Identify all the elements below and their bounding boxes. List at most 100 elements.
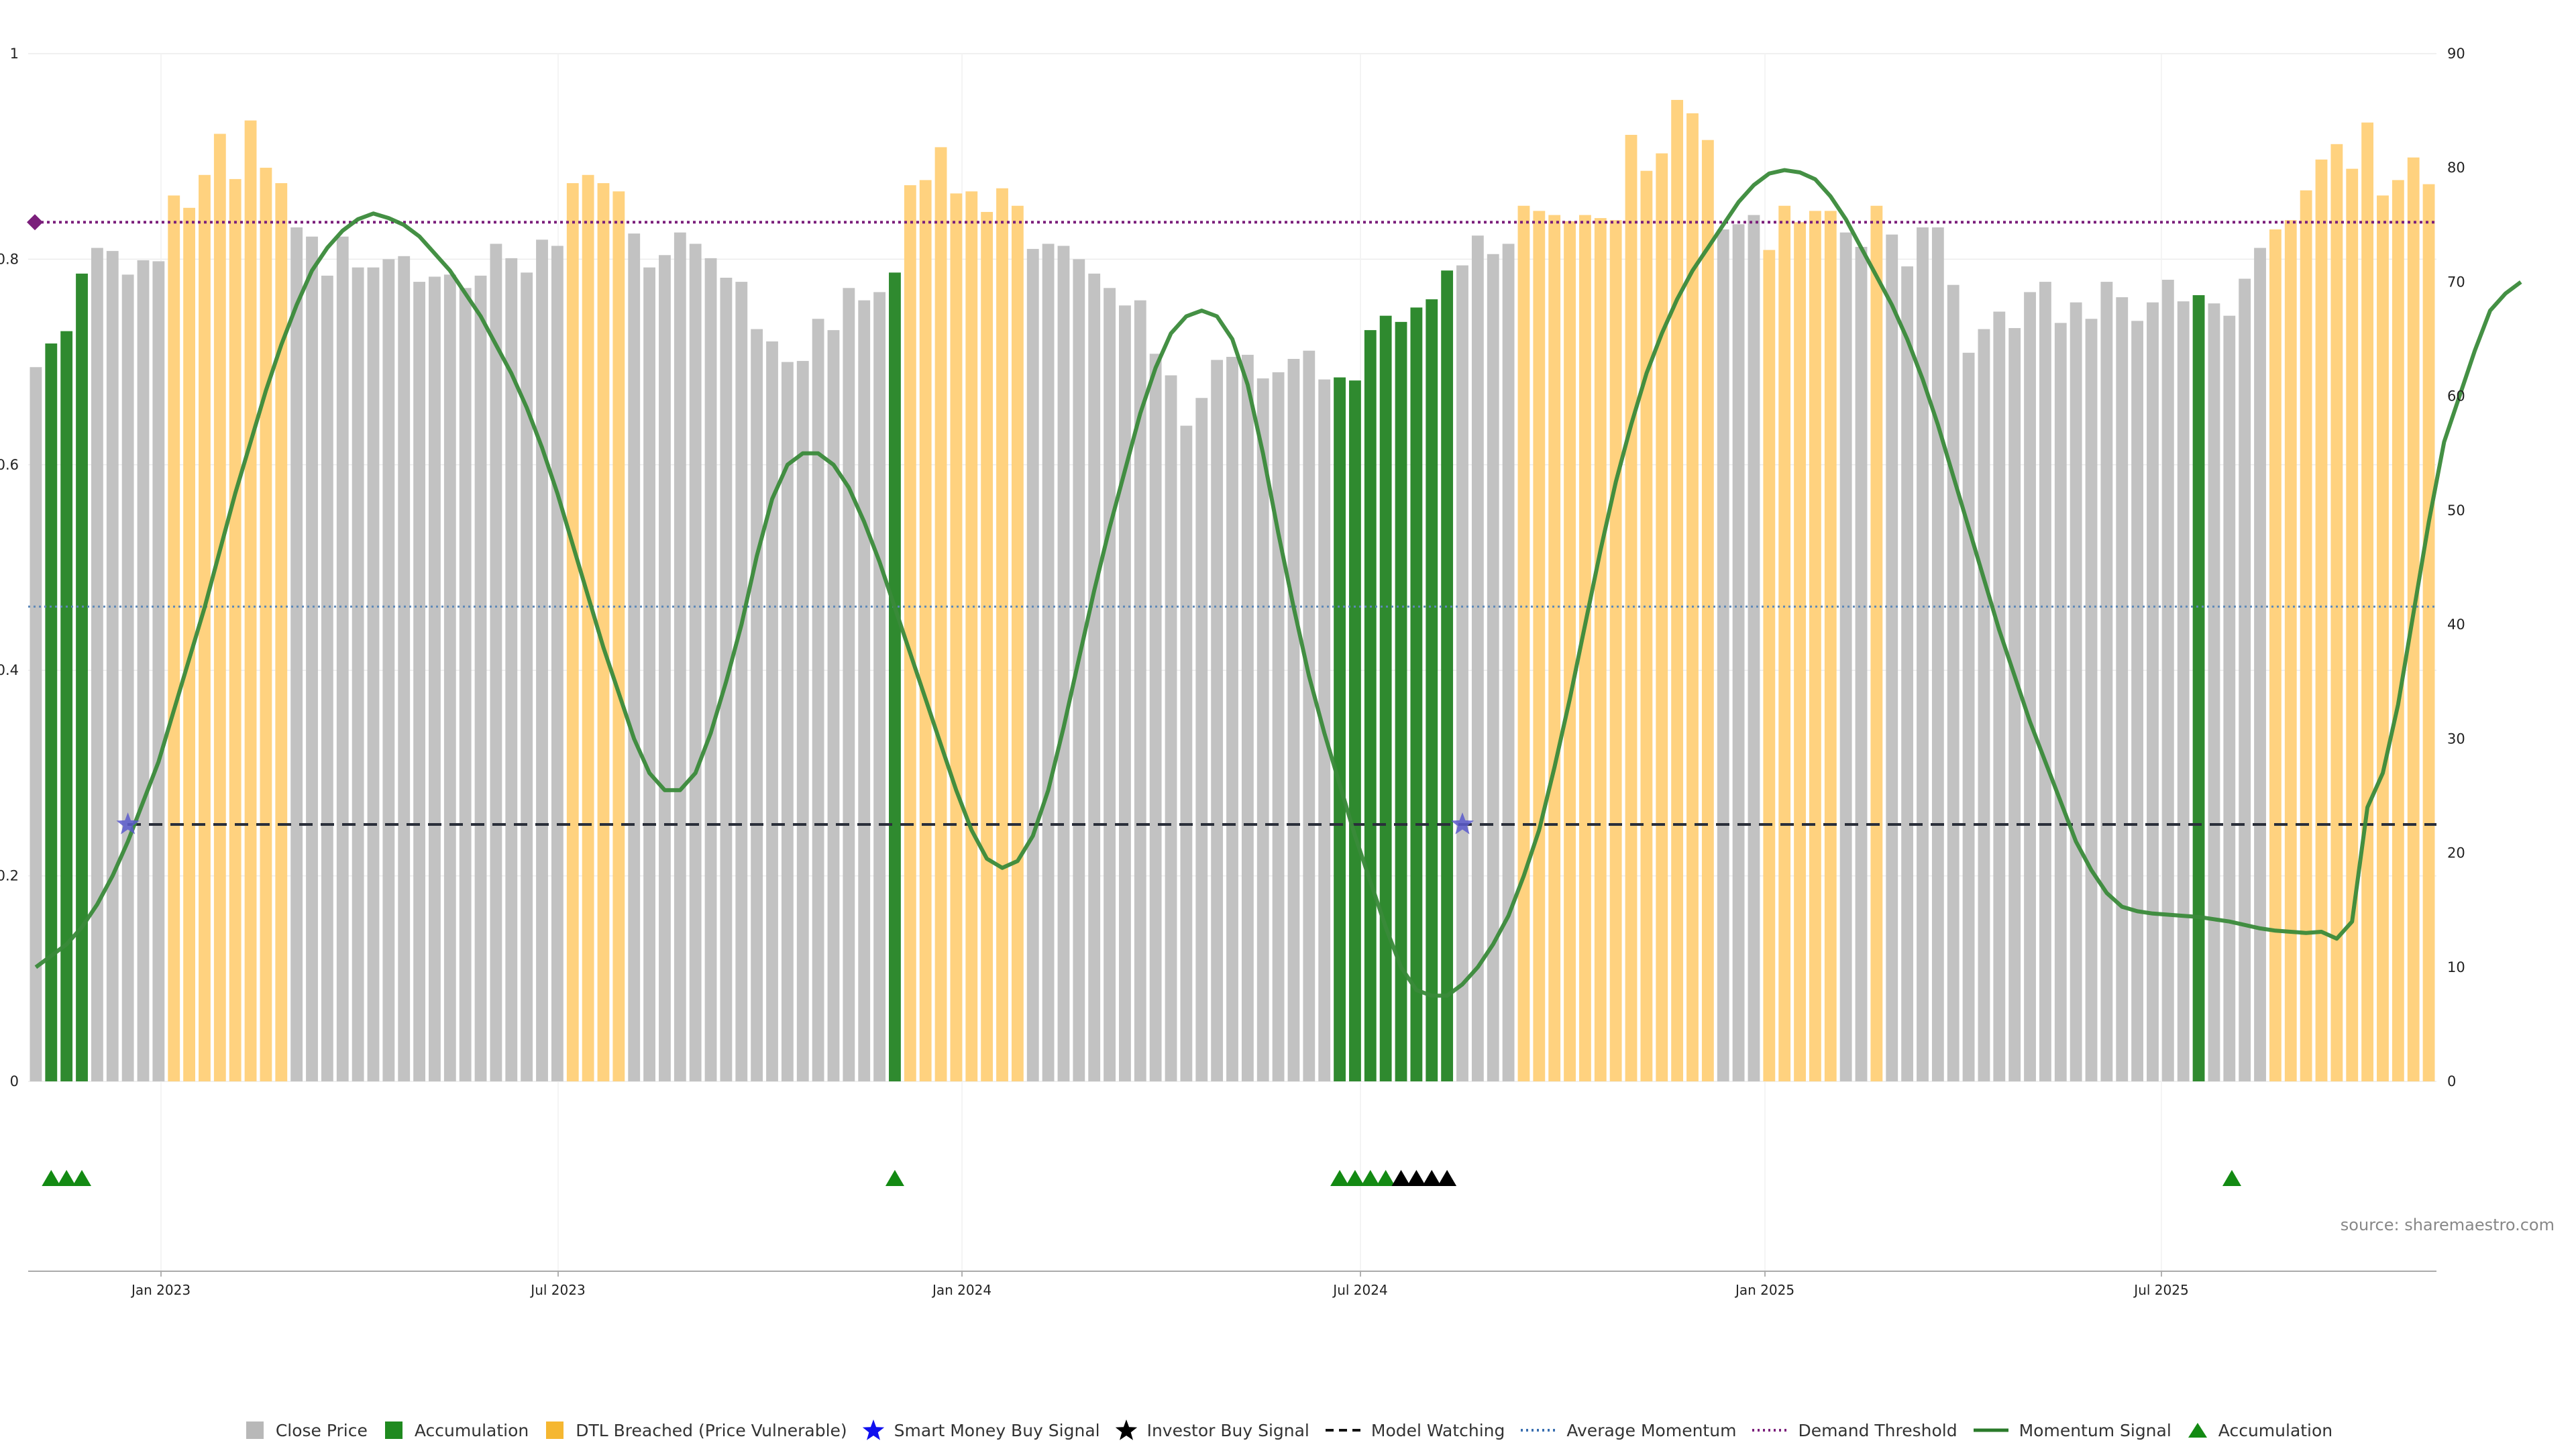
bar (1441, 270, 1454, 1082)
accumulation-marker (57, 1170, 76, 1186)
bar (1487, 254, 1499, 1081)
bar (1088, 273, 1101, 1081)
legend: Close Price Accumulation DTL Breached (Pri… (0, 1417, 2576, 1444)
bar (1226, 356, 1238, 1082)
bar (1794, 222, 1806, 1081)
bar (121, 274, 134, 1081)
bar (1579, 215, 1591, 1082)
bar (597, 183, 610, 1082)
legend-line-icon (1973, 1428, 2008, 1432)
bar (612, 191, 625, 1082)
reference-lines (27, 214, 2436, 826)
x-tick-label: Jul 2023 (529, 1282, 585, 1298)
legend-item: Model Watching (1324, 1419, 1505, 1442)
y-left-tick-label: 0.6 (0, 457, 19, 473)
accumulation-marker (1360, 1170, 1380, 1186)
bar (751, 329, 763, 1082)
bar (781, 362, 794, 1081)
bar (1686, 113, 1699, 1082)
y-right-tick-label: 80 (2447, 160, 2465, 176)
bar (505, 258, 518, 1081)
bar (244, 120, 257, 1082)
bar (2177, 301, 2190, 1081)
bar (2300, 190, 2312, 1082)
legend-label: Average Momentum (1566, 1420, 1737, 1440)
bar (1548, 215, 1561, 1082)
bar (1917, 227, 1929, 1082)
accumulation-marker (42, 1170, 61, 1186)
bar (490, 244, 502, 1081)
bar (1993, 311, 2006, 1082)
bar (1839, 232, 1852, 1081)
bar (1855, 247, 1868, 1081)
bar (1978, 329, 1990, 1082)
bar (443, 274, 456, 1081)
legend-star-icon (1115, 1419, 1137, 1440)
bar (689, 244, 702, 1081)
bar (551, 246, 564, 1081)
y-right-tick-label: 50 (2447, 502, 2465, 519)
bar (2054, 323, 2067, 1081)
legend-square-icon (384, 1421, 402, 1439)
momentum-signal-line (34, 168, 2522, 998)
legend-item: Accumulation (382, 1419, 529, 1442)
accumulation-marker (72, 1170, 92, 1186)
bar (1195, 398, 1208, 1081)
bar (2239, 278, 2251, 1081)
legend-dotted-icon (1521, 1429, 1556, 1432)
accumulation-marker (885, 1170, 904, 1186)
bar (60, 331, 73, 1081)
bar (1962, 352, 1975, 1081)
y-right-tick-label: 0 (2447, 1073, 2456, 1089)
legend-label: Demand Threshold (1798, 1420, 1957, 1440)
bar (1426, 299, 1438, 1082)
bar (1180, 425, 1193, 1081)
bar (2008, 328, 2021, 1082)
x-tick-label: Jul 2025 (2133, 1282, 2188, 1298)
accumulation-marker (2222, 1170, 2241, 1186)
bar (1564, 221, 1576, 1081)
bar (1609, 220, 1622, 1082)
x-tick-label: Jan 2025 (1734, 1282, 1794, 1298)
bar (1901, 266, 1914, 1081)
bar (229, 178, 241, 1081)
bar (981, 211, 994, 1082)
bar (919, 180, 932, 1081)
bar (2315, 159, 2328, 1081)
bar (459, 288, 472, 1081)
bar (735, 282, 748, 1081)
bar (1456, 265, 1468, 1081)
investor-buy-marker (1407, 1170, 1426, 1186)
bar (352, 267, 364, 1081)
bar (2330, 144, 2343, 1081)
bar (2100, 282, 2113, 1081)
bar (367, 267, 380, 1081)
bar (889, 272, 901, 1081)
bar (106, 251, 119, 1081)
bar (306, 236, 318, 1081)
bar (2147, 302, 2159, 1081)
bar (382, 259, 395, 1081)
y-left-tick-label: 0.8 (0, 251, 19, 267)
bar (199, 174, 211, 1081)
bar (1272, 372, 1285, 1082)
legend-dashed-icon (1325, 1429, 1360, 1432)
investor-buy-marker (1391, 1170, 1411, 1186)
bar (904, 185, 916, 1082)
x-tick-label: Jan 2024 (931, 1282, 991, 1298)
y-right-tick-label: 30 (2447, 731, 2465, 747)
bar (2116, 297, 2129, 1082)
bar (1947, 284, 1960, 1082)
investor-buy-marker (1438, 1170, 1457, 1186)
bar (2208, 303, 2220, 1081)
bar (1165, 375, 1177, 1081)
smart-money-buy-star (116, 812, 140, 835)
bar (1011, 205, 1024, 1082)
bar (659, 255, 671, 1082)
legend-item: Momentum Signal (1972, 1419, 2171, 1442)
bar (290, 227, 303, 1082)
bar (275, 183, 288, 1082)
y-left-tick-label: 1 (10, 46, 19, 62)
y-left-tick-label: 0 (10, 1073, 19, 1089)
